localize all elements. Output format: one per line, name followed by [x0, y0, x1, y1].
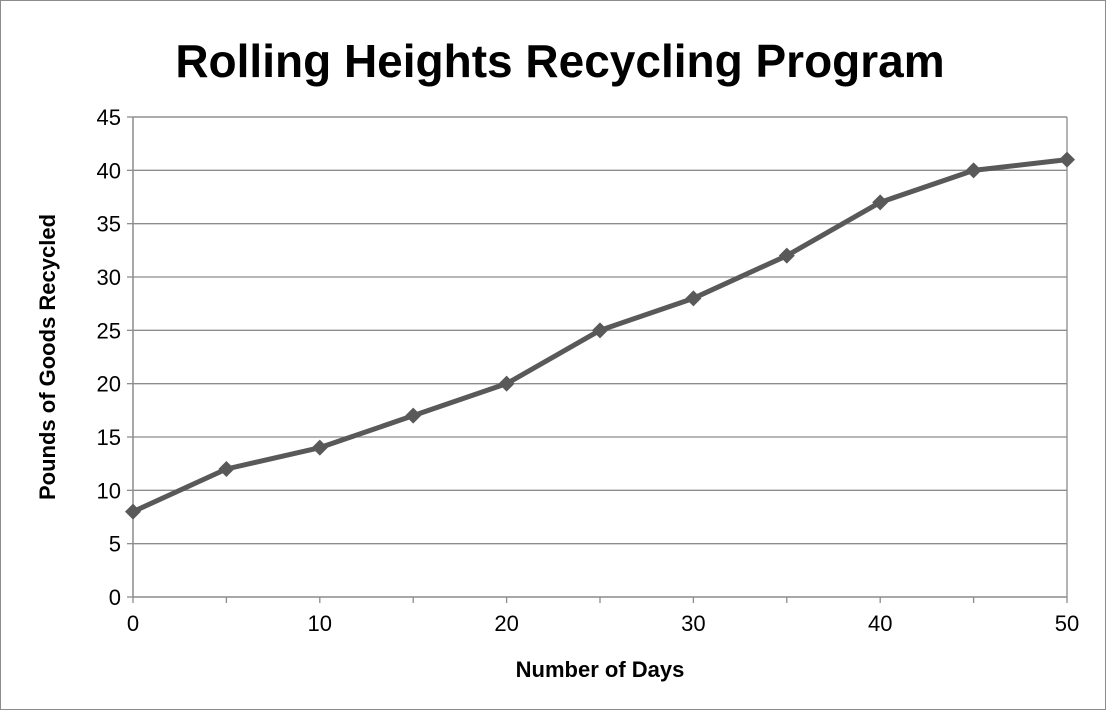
y-tick-label: 30 — [97, 265, 121, 290]
axes — [127, 116, 1068, 603]
data-point — [218, 461, 235, 477]
y-tick-label: 35 — [97, 212, 121, 237]
x-tick-label: 30 — [681, 611, 705, 636]
data-point — [1059, 151, 1075, 168]
data-point — [498, 375, 515, 392]
x-tick-label: 20 — [494, 611, 518, 636]
y-tick-label: 25 — [97, 318, 121, 343]
data-point — [405, 407, 422, 424]
data-point — [685, 290, 702, 307]
y-tick-label: 0 — [109, 585, 121, 610]
y-tick-label: 45 — [97, 105, 121, 130]
x-tick-labels: 0 10 20 30 40 50 — [127, 611, 1079, 636]
data-point — [965, 162, 982, 179]
data-point — [592, 322, 608, 339]
data-point — [872, 194, 889, 211]
y-tick-label: 15 — [97, 425, 121, 450]
data-point — [125, 503, 141, 520]
data-point — [778, 247, 795, 264]
chart-title: Rolling Heights Recycling Program — [175, 35, 944, 87]
x-axis-title: Number of Days — [516, 657, 685, 682]
x-tick-label: 40 — [868, 611, 892, 636]
y-tick-label: 10 — [97, 478, 121, 503]
x-tick-label: 10 — [308, 611, 332, 636]
y-axis-title: Pounds of Goods Recycled — [35, 214, 60, 500]
y-tick-labels: 0 5 10 15 20 25 30 35 40 45 — [97, 105, 121, 610]
x-tick-label: 0 — [127, 611, 139, 636]
x-tick-label: 50 — [1055, 611, 1079, 636]
data-point — [311, 439, 328, 456]
y-tick-label: 5 — [109, 532, 121, 557]
y-tick-label: 20 — [97, 372, 121, 397]
series — [125, 151, 1075, 520]
y-tick-label: 40 — [97, 158, 121, 183]
